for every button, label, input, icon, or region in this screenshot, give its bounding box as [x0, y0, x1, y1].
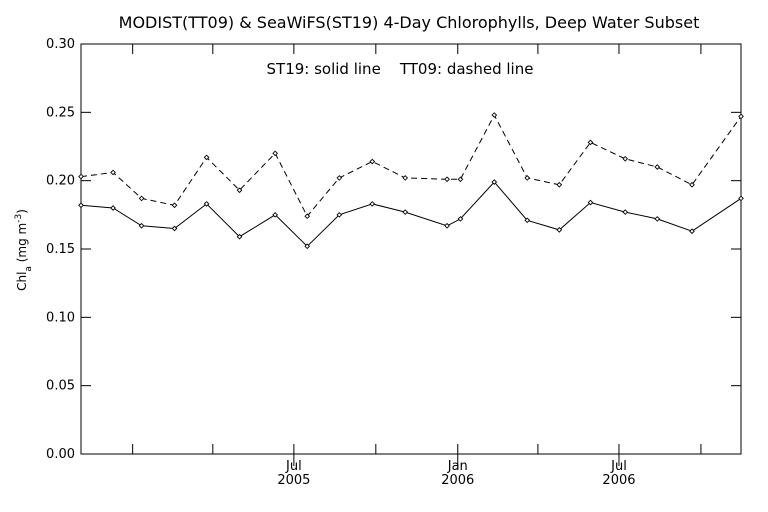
- data-point-st19: [171, 225, 178, 232]
- data-point-tt09: [587, 139, 594, 146]
- data-point-st19: [336, 211, 343, 218]
- y-label-sup: -3: [14, 214, 24, 223]
- x-tick-year-label: 2006: [441, 473, 474, 488]
- data-point-tt09: [524, 175, 531, 181]
- chart-title: MODIST(TT09) & SeaWiFS(ST19) 4-Day Chlor…: [119, 13, 700, 32]
- data-point-tt09: [689, 181, 695, 188]
- x-tick-month-label: Jul: [285, 459, 302, 474]
- data-point-tt09: [272, 150, 279, 157]
- data-point-st19: [236, 233, 243, 240]
- data-point-st19: [587, 199, 594, 206]
- data-point-st19: [689, 228, 695, 235]
- data-point-st19: [110, 205, 116, 211]
- data-point-st19: [491, 179, 498, 185]
- line-style-annotation: ST19: solid line TT09: dashed line: [267, 60, 534, 78]
- y-axis-label: Chla (mg m-3): [14, 209, 34, 291]
- y-label-sub: a: [24, 266, 34, 272]
- data-point-st19: [654, 216, 661, 222]
- data-point-tt09: [402, 175, 409, 181]
- data-point-st19: [457, 216, 464, 222]
- data-point-tt09: [654, 164, 661, 170]
- data-point-tt09: [78, 173, 84, 180]
- y-label-end: ): [15, 209, 29, 214]
- data-point-st19: [203, 201, 210, 207]
- data-point-tt09: [556, 181, 563, 188]
- data-point-tt09: [491, 112, 498, 118]
- data-point-st19: [622, 209, 629, 215]
- data-point-tt09: [738, 113, 744, 120]
- plot-frame: [80, 43, 742, 455]
- data-point-st19: [524, 217, 531, 224]
- data-point-st19: [272, 211, 279, 218]
- data-point-tt09: [236, 187, 243, 194]
- series-line-tt09: [80, 114, 742, 218]
- x-tick-month-label: Jul: [610, 459, 627, 474]
- y-tick-label: 0.00: [46, 447, 75, 462]
- data-point-tt09: [622, 155, 629, 162]
- data-point-tt09: [369, 158, 376, 165]
- y-tick-label: 0.20: [46, 174, 75, 189]
- y-tick-label: 0.05: [46, 379, 75, 394]
- data-point-st19: [78, 202, 84, 209]
- data-point-st19: [304, 243, 311, 250]
- data-point-tt09: [171, 202, 178, 209]
- y-tick-label: 0.25: [46, 105, 75, 120]
- x-tick-year-label: 2005: [277, 473, 310, 488]
- y-tick-label: 0.15: [46, 242, 75, 257]
- data-point-st19: [444, 222, 450, 229]
- data-point-tt09: [444, 176, 450, 183]
- data-point-st19: [402, 209, 409, 215]
- x-tick-month-label: Jan: [447, 459, 468, 474]
- data-point-tt09: [336, 175, 343, 181]
- data-point-st19: [369, 201, 376, 207]
- data-point-tt09: [138, 195, 145, 202]
- y-tick-label: 0.10: [46, 310, 75, 325]
- y-tick-label: 0.30: [46, 37, 75, 52]
- data-point-tt09: [304, 213, 311, 220]
- data-point-tt09: [110, 169, 116, 176]
- y-label-main: Chl: [15, 272, 29, 291]
- series-line-st19: [80, 181, 742, 248]
- data-point-st19: [556, 227, 563, 233]
- data-point-tt09: [457, 176, 464, 183]
- x-tick-year-label: 2006: [602, 473, 635, 488]
- data-point-st19: [138, 222, 145, 229]
- y-label-mid: (mg m: [15, 223, 29, 266]
- data-point-tt09: [203, 154, 210, 161]
- data-point-st19: [738, 195, 744, 202]
